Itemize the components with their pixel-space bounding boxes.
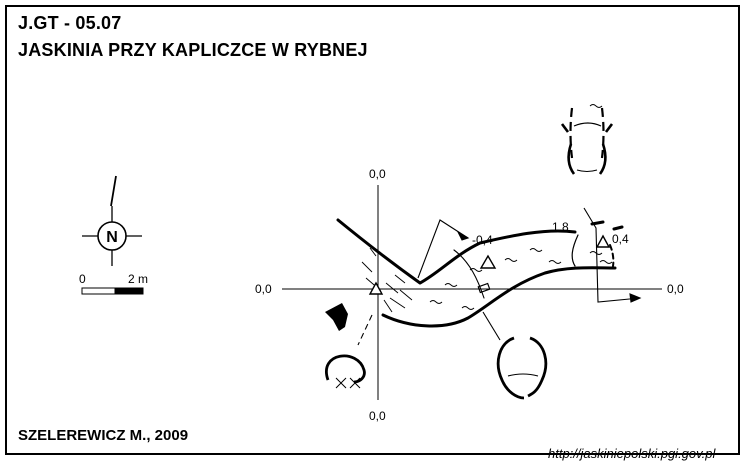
station-markers	[368, 234, 611, 295]
north-arrow-icon: N	[82, 175, 142, 266]
depth-label-end: 0,4	[612, 232, 629, 246]
entrance-arrow-icon	[325, 303, 348, 331]
depth-label-ceiling: 1,8	[552, 220, 569, 234]
cross-section-top	[560, 104, 614, 175]
depth-label-entrance: -0,4	[472, 233, 493, 247]
scale-min-label: 0	[79, 272, 86, 286]
axis-label-right: 0,0	[667, 282, 684, 296]
grid-axes	[282, 185, 662, 400]
cave-code: J.GT - 05.07	[18, 13, 122, 33]
map-frame	[5, 5, 740, 455]
section-lines	[357, 207, 642, 346]
entrance-hatching	[361, 247, 413, 313]
scale-bar: 0 2 m	[79, 272, 148, 295]
cross-section-right	[496, 336, 548, 400]
cave-title: JASKINIA PRZY KAPLICZCE W RYBNEJ	[18, 40, 368, 60]
axis-label-top: 0,0	[369, 167, 386, 181]
author-credit: SZELEREWICZ M., 2009	[18, 427, 189, 444]
source-url[interactable]: http://jaskiniepolski.pgi.gov.pl	[548, 446, 716, 461]
boulder-marker	[477, 282, 491, 294]
axis-label-bottom: 0,0	[369, 409, 386, 423]
floor-marks	[429, 248, 613, 310]
axis-label-left: 0,0	[255, 282, 272, 296]
scale-max-label: 2 m	[128, 272, 148, 286]
cave-outline	[336, 218, 624, 328]
compass-letter: N	[106, 229, 118, 246]
cross-section-left	[325, 354, 366, 389]
